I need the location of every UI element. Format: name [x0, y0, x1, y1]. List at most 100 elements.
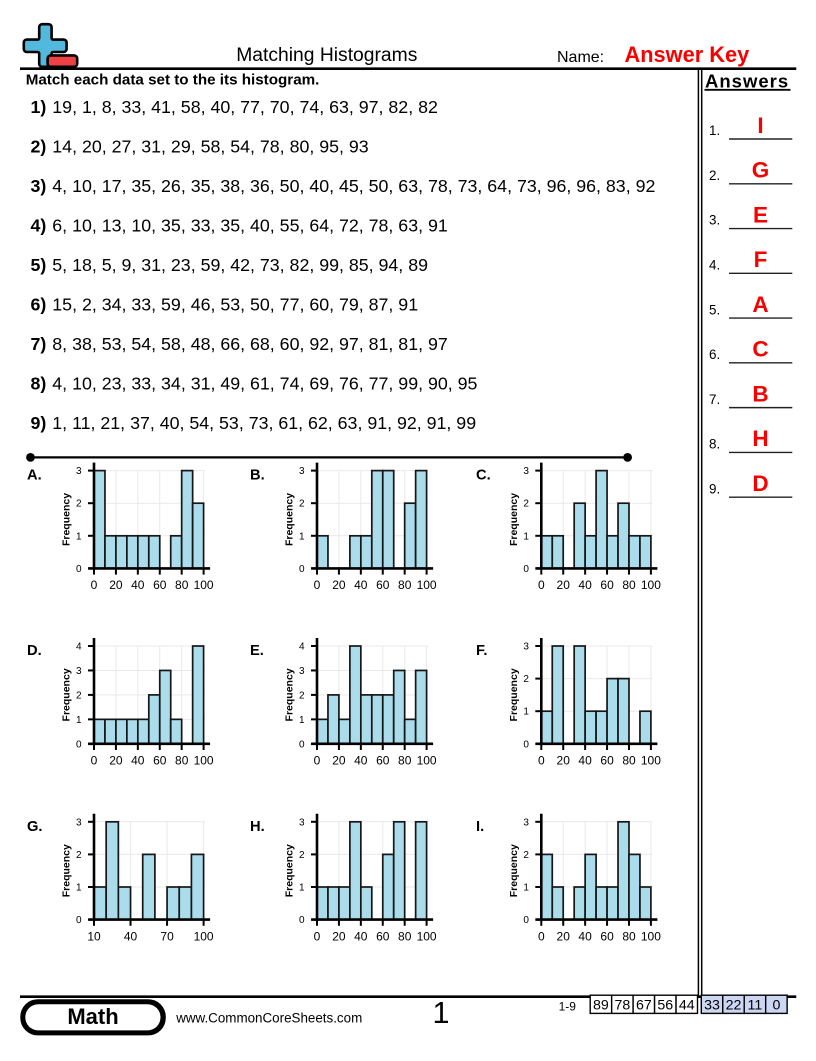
svg-text:D.: D. — [27, 643, 42, 659]
svg-text:Matching Histograms: Matching Histograms — [236, 45, 417, 66]
svg-text:2: 2 — [76, 850, 82, 861]
svg-text:A: A — [752, 292, 768, 317]
svg-text:1): 1) — [30, 97, 46, 117]
svg-text:0: 0 — [299, 564, 305, 575]
svg-text:Math: Math — [67, 1004, 118, 1029]
svg-text:14, 20, 27, 31, 29, 58, 54, 78: 14, 20, 27, 31, 29, 58, 54, 78, 80, 95, … — [52, 137, 368, 157]
svg-text:80: 80 — [398, 578, 412, 592]
svg-text:80: 80 — [622, 754, 636, 768]
svg-text:0: 0 — [314, 578, 321, 592]
svg-text:78: 78 — [615, 998, 631, 1014]
svg-text:5, 18, 5, 9, 31, 23, 59, 42, 7: 5, 18, 5, 9, 31, 23, 59, 42, 73, 82, 99,… — [52, 255, 428, 275]
svg-text:80: 80 — [398, 929, 412, 943]
svg-text:1: 1 — [76, 883, 82, 894]
svg-text:100: 100 — [194, 929, 214, 943]
svg-text:0: 0 — [538, 929, 545, 943]
svg-text:100: 100 — [194, 578, 214, 592]
svg-text:2: 2 — [299, 690, 305, 701]
svg-text:F: F — [754, 247, 768, 272]
svg-text:80: 80 — [398, 754, 412, 768]
svg-text:1: 1 — [76, 531, 82, 542]
svg-text:1-9: 1-9 — [559, 1000, 577, 1014]
svg-text:2: 2 — [299, 499, 305, 510]
svg-text:Frequency: Frequency — [508, 493, 520, 546]
svg-text:20: 20 — [109, 754, 123, 768]
svg-text:Frequency: Frequency — [61, 493, 73, 546]
svg-text:20: 20 — [557, 754, 571, 768]
svg-text:67: 67 — [636, 998, 652, 1014]
svg-text:3: 3 — [299, 817, 305, 828]
svg-text:3: 3 — [523, 466, 529, 477]
svg-text:0: 0 — [314, 754, 321, 768]
svg-text:7.: 7. — [709, 392, 720, 407]
svg-text:1: 1 — [299, 883, 305, 894]
svg-text:1: 1 — [76, 715, 82, 726]
svg-text:100: 100 — [641, 578, 661, 592]
svg-text:Frequency: Frequency — [284, 668, 296, 721]
svg-text:A.: A. — [27, 468, 42, 484]
svg-text:60: 60 — [153, 578, 167, 592]
svg-text:19, 1, 8, 33, 41, 58, 40, 77,: 19, 1, 8, 33, 41, 58, 40, 77, 70, 74, 63… — [52, 97, 438, 117]
svg-text:100: 100 — [417, 929, 437, 943]
svg-text:I: I — [757, 113, 763, 138]
svg-text:G: G — [752, 158, 770, 183]
svg-text:40: 40 — [578, 929, 592, 943]
svg-text:8, 38, 53, 54, 58, 48, 66, 68,: 8, 38, 53, 54, 58, 48, 66, 68, 60, 92, 9… — [52, 334, 447, 354]
svg-text:1, 11, 21, 37, 40, 54, 53, 73,: 1, 11, 21, 37, 40, 54, 53, 73, 61, 62, 6… — [52, 413, 476, 433]
svg-text:20: 20 — [557, 929, 571, 943]
svg-text:40: 40 — [578, 578, 592, 592]
svg-text:100: 100 — [194, 754, 214, 768]
svg-text:100: 100 — [417, 754, 437, 768]
svg-text:C.: C. — [476, 468, 491, 484]
svg-text:6.: 6. — [709, 347, 720, 362]
svg-text:4, 10, 23, 33, 34, 31, 49, 61,: 4, 10, 23, 33, 34, 31, 49, 61, 74, 69, 7… — [52, 374, 477, 394]
svg-text:100: 100 — [641, 754, 661, 768]
svg-text:H: H — [752, 426, 768, 451]
svg-text:0: 0 — [76, 739, 82, 750]
svg-text:2: 2 — [76, 690, 82, 701]
svg-text:0: 0 — [523, 739, 529, 750]
svg-text:7): 7) — [30, 334, 46, 354]
svg-text:0: 0 — [772, 998, 780, 1014]
svg-text:60: 60 — [600, 929, 614, 943]
svg-text:Answer Key: Answer Key — [625, 42, 750, 67]
svg-text:G.: G. — [27, 819, 43, 835]
svg-text:3): 3) — [30, 176, 46, 196]
svg-text:60: 60 — [376, 754, 390, 768]
svg-text:2: 2 — [523, 499, 529, 510]
svg-text:1: 1 — [523, 707, 529, 718]
svg-text:Frequency: Frequency — [508, 668, 520, 721]
svg-text:9.: 9. — [709, 481, 720, 496]
svg-text:E: E — [753, 202, 768, 227]
svg-text:22: 22 — [726, 998, 742, 1014]
svg-text:1: 1 — [523, 883, 529, 894]
svg-text:0: 0 — [299, 915, 305, 926]
svg-text:D: D — [752, 471, 768, 496]
svg-text:70: 70 — [160, 929, 174, 943]
svg-text:20: 20 — [332, 754, 346, 768]
svg-text:40: 40 — [124, 929, 138, 943]
svg-text:1.: 1. — [709, 123, 720, 138]
svg-text:B.: B. — [250, 468, 265, 484]
svg-text:20: 20 — [109, 578, 123, 592]
svg-text:C: C — [752, 337, 768, 362]
svg-text:B: B — [752, 381, 768, 406]
svg-text:40: 40 — [578, 754, 592, 768]
svg-text:5): 5) — [30, 255, 46, 275]
svg-text:100: 100 — [641, 929, 661, 943]
svg-text:4, 10, 17, 35, 26, 35, 38, 36,: 4, 10, 17, 35, 26, 35, 38, 36, 50, 40, 4… — [52, 176, 655, 196]
svg-text:0: 0 — [76, 564, 82, 575]
svg-text:E.: E. — [250, 643, 264, 659]
svg-text:1: 1 — [523, 531, 529, 542]
svg-text:Name:: Name: — [557, 49, 604, 66]
svg-text:Frequency: Frequency — [508, 844, 520, 897]
svg-text:44: 44 — [679, 998, 695, 1014]
svg-text:2.: 2. — [709, 168, 720, 183]
svg-text:40: 40 — [354, 754, 368, 768]
svg-text:0: 0 — [76, 915, 82, 926]
svg-text:80: 80 — [622, 578, 636, 592]
svg-text:11: 11 — [748, 998, 763, 1014]
svg-text:H.: H. — [250, 819, 265, 835]
svg-text:40: 40 — [354, 578, 368, 592]
svg-text:80: 80 — [622, 929, 636, 943]
